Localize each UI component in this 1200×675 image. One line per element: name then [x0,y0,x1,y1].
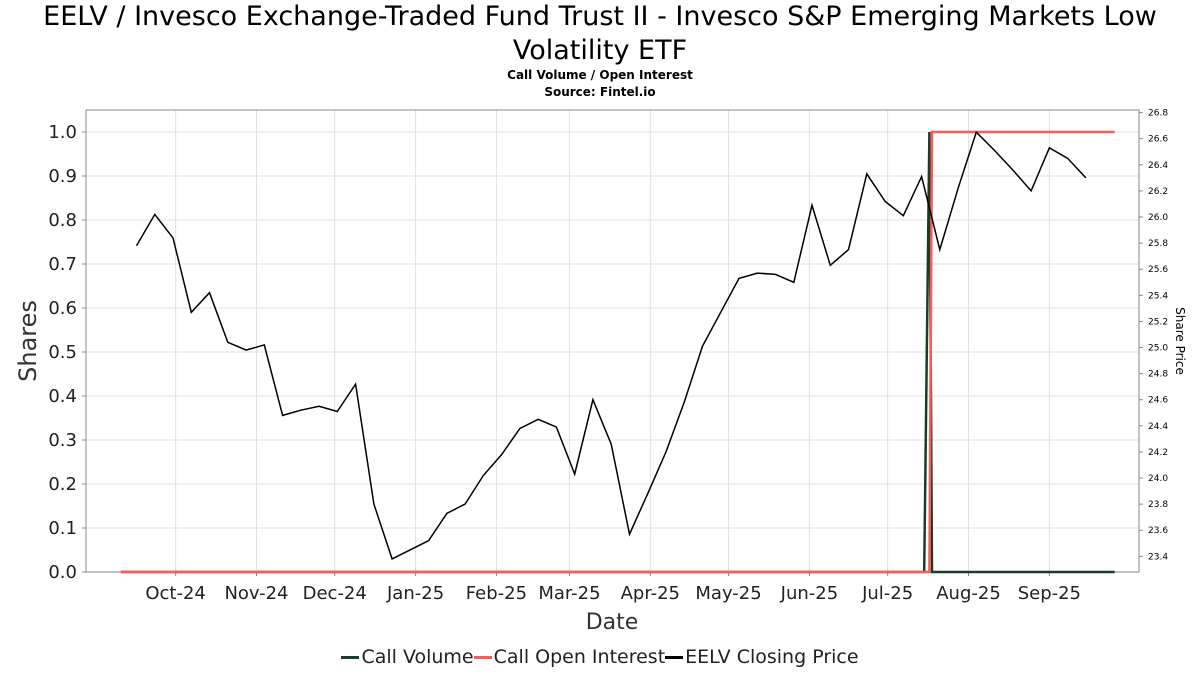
x-tick-label: May-25 [695,583,761,604]
y2-tick-label: 25.2 [1148,317,1168,327]
y2-tick-label: 25.4 [1148,291,1168,301]
series-lines [120,130,1115,574]
legend-item-call-open-interest: Call Open Interest [473,646,666,668]
y-tick-label: 0.1 [48,518,77,539]
chart-source: Source: Fintel.io [544,85,656,99]
y2-tick-label: 24.0 [1148,474,1168,484]
chart-title-line1: EELV / Invesco Exchange-Traded Fund Trus… [43,1,1157,32]
y-axis-label: Shares [14,300,42,382]
y-tick-label: 0.3 [48,430,77,451]
y2-tick-label: 23.4 [1148,552,1168,562]
y2-axis-label: Share Price [1173,307,1187,375]
legend-swatch-eelv-closing-price [665,655,684,659]
y-tick-label: 0.6 [48,298,77,319]
y2-tick-label: 24.8 [1148,370,1168,380]
legend-swatch-call-volume [341,655,360,659]
x-tick-label: Dec-24 [303,583,367,604]
y-tick-label: 1.0 [48,122,77,143]
y2-tick-label: 25.6 [1148,265,1168,275]
y-tick-label: 0.5 [48,342,77,363]
y2-axis-ticks: 23.4 23.6 23.8 24.0 24.2 24.4 24.6 24.8 25.0 25.2… [1139,109,1168,562]
x-axis-ticks: Oct-24 Nov-24 Dec-24 Jan-25 Feb-25 Mar-25 Apr-… [145,572,1081,604]
x-axis-label: Date [586,610,639,635]
y2-tick-label: 26.0 [1148,213,1168,223]
plot-area-frame [85,109,1140,573]
y2-tick-label: 24.2 [1148,448,1168,458]
legend-swatch-call-open-interest [473,655,492,659]
y2-tick-label: 25.8 [1148,239,1168,249]
y-tick-label: 0.0 [48,562,77,583]
y-tick-label: 0.4 [48,386,77,407]
x-tick-label: Oct-24 [145,583,206,604]
y-tick-label: 0.2 [48,474,77,495]
series-line-call-open-interest [120,130,1115,574]
y2-tick-label: 26.2 [1148,187,1168,197]
y2-tick-label: 26.4 [1148,161,1168,171]
y2-tick-label: 23.6 [1148,526,1168,536]
y2-tick-label: 25.0 [1148,344,1168,354]
x-tick-label: Nov-24 [224,583,288,604]
y2-tick-label: 26.6 [1148,135,1168,145]
grid-lines [86,110,1139,573]
legend: Call Volume Call Open Interest EELV Clos… [0,646,1200,668]
legend-label-call-open-interest: Call Open Interest [493,646,666,668]
y-tick-label: 0.9 [48,166,77,187]
legend-label-call-volume: Call Volume [361,646,474,668]
chart-title-line2: Volatility ETF [512,35,688,66]
x-tick-label: Mar-25 [538,583,600,604]
y2-tick-label: 26.8 [1148,109,1168,119]
y-axis-ticks: 0.0 0.1 0.2 0.3 0.4 0.5 0.6 0.7 0.8 0.9 1.0 [48,122,86,583]
legend-item-call-volume: Call Volume [341,646,474,668]
legend-label-eelv-closing-price: EELV Closing Price [685,646,859,668]
x-tick-label: Jun-25 [780,583,839,604]
legend-item-eelv-closing-price: EELV Closing Price [665,646,859,668]
y-tick-label: 0.7 [48,254,77,275]
x-tick-label: Aug-25 [936,583,1001,604]
x-tick-label: Jan-25 [386,583,444,604]
y-tick-label: 0.8 [48,210,77,231]
y2-tick-label: 24.4 [1148,422,1168,432]
x-tick-label: Apr-25 [621,583,680,604]
series-line-eelv-closing-price [135,130,1087,560]
y2-tick-label: 23.8 [1148,500,1168,510]
x-tick-label: Feb-25 [466,583,527,604]
y2-tick-label: 24.6 [1148,396,1168,406]
x-tick-label: Sep-25 [1018,583,1081,604]
x-tick-label: Jul-25 [861,583,913,604]
chart-subtitle: Call Volume / Open Interest [507,68,693,82]
